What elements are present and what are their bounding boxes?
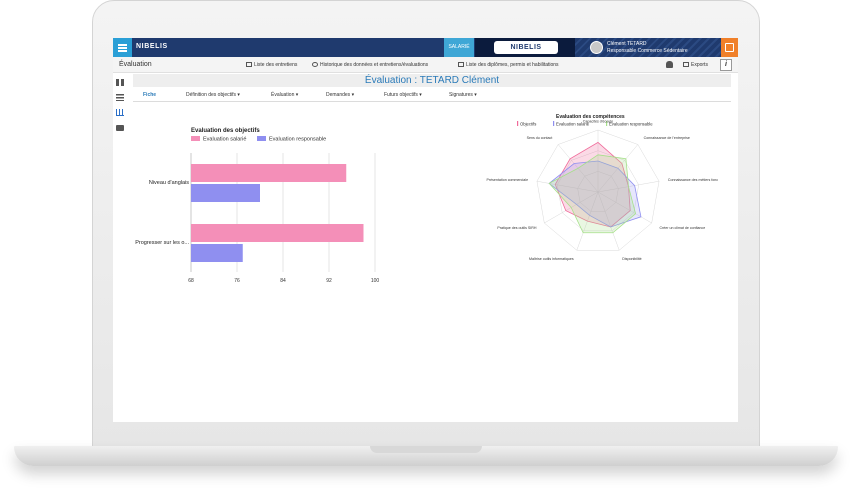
tab-signatures[interactable]: Signatures ▾ [449, 92, 477, 98]
radar-legend-swatch [606, 121, 608, 126]
role-tab[interactable]: SALARIÉ [444, 38, 474, 57]
link-diplomes[interactable]: Liste des diplômes, permis et habilitati… [458, 62, 559, 68]
x-tick-label: 84 [280, 278, 286, 284]
laptop-notch [370, 446, 482, 453]
menu-icon [683, 62, 689, 67]
app-logo[interactable]: NIBELIS [136, 43, 168, 50]
radar-chart: Evaluation des compétences Objectifs Evalu… [487, 114, 719, 261]
radar-axis-label: Connaissance de l'entreprise [644, 136, 690, 140]
app-screen: NIBELIS SALARIÉ NIBELIS Clément TETARD R… [113, 38, 738, 422]
link-liste-entretiens[interactable]: Liste des entretiens [246, 62, 297, 68]
radar-axis-label: Sens du contact [527, 136, 553, 140]
radar-axis-line [536, 180, 599, 193]
x-tick-label: 76 [234, 278, 240, 284]
search-icon [312, 62, 318, 67]
exports-button[interactable]: Exports [683, 62, 708, 68]
tab-fiche[interactable]: Fiche [143, 92, 157, 98]
page-label: Évaluation [119, 61, 152, 68]
radar-title: Evaluation des compétences [556, 114, 625, 120]
bar-responsable [191, 184, 260, 202]
menu-line [118, 44, 127, 46]
radar-axis-label: Capacités d'écoute [583, 120, 613, 124]
center-logo: NIBELIS [494, 41, 558, 54]
x-tick-label: 92 [326, 278, 332, 284]
radar-grid-ring [557, 150, 639, 232]
radar-legend-label: Objectifs [520, 122, 536, 127]
radar-legend-label: Evaluation salarié [556, 122, 590, 127]
radar-axis-label: Pratique des outils SIRH [497, 226, 537, 230]
tab-divider [133, 101, 731, 102]
radar-axis-label: Présentation commerciale [487, 178, 529, 182]
radar-axis-label: Créer un climat de confiance [659, 226, 705, 230]
user-name: Clément TETARD [607, 41, 647, 47]
page-title: Évaluation : TETARD Clément [364, 75, 500, 86]
radar-axis-line [597, 191, 652, 224]
center-logo-area: NIBELIS [475, 38, 575, 57]
secondary-toolbar: Évaluation Liste des entretiens Historiq… [113, 57, 738, 73]
x-tick-label: 68 [188, 278, 194, 284]
radar-series-responsable [548, 154, 637, 234]
bar-chart-title: Evaluation des objectifs [191, 128, 260, 134]
radar-axis-line [597, 191, 620, 251]
tab-futurs-objectifs[interactable]: Futurs objectifs ▾ [384, 92, 422, 98]
bar-salarie [191, 164, 347, 182]
radar-legend-swatch [553, 121, 555, 126]
exports-label: Exports [691, 62, 708, 68]
bar-chart: 68 76 84 92 100 Niveau d'anglais Progresser su… [135, 153, 380, 284]
title-strip: Évaluation : TETARD Clément [133, 74, 731, 87]
category-label: Niveau d'anglais [149, 180, 189, 186]
legend-responsable[interactable]: Evaluation responsable [257, 136, 326, 143]
hamburger-menu-button[interactable] [113, 38, 132, 57]
info-button[interactable]: i [720, 59, 732, 71]
legend-label: Evaluation responsable [269, 136, 327, 143]
user-card-button[interactable] [721, 38, 738, 57]
radar-axis-label: Connaissance des métiers fonc [668, 178, 718, 182]
avatar [590, 41, 603, 54]
legend-swatch [191, 136, 200, 141]
radar-axis-label: Disponibilité [622, 257, 641, 261]
link-label: Liste des diplômes, permis et habilitati… [466, 62, 559, 68]
user-role: Responsable Commerce Sédentaire [607, 48, 688, 54]
list-icon [246, 62, 252, 67]
list-icon [458, 62, 464, 67]
menu-line [118, 47, 127, 49]
radar-legend-label: Evaluation responsable [609, 122, 653, 127]
radar-axis-label: Maîtrise outils informatiques [529, 257, 574, 261]
link-label: Liste des entretiens [254, 62, 298, 68]
notification-icon[interactable] [666, 61, 673, 68]
category-label: Progresser sur les o... [135, 240, 189, 246]
id-card-icon [725, 43, 734, 52]
top-navbar: NIBELIS SALARIÉ NIBELIS Clément TETARD R… [113, 38, 738, 57]
tab-evaluation[interactable]: Évaluation ▾ [271, 92, 299, 98]
radar-grid-ring [536, 129, 660, 251]
user-profile[interactable]: Clément TETARD Responsable Commerce Séde… [575, 38, 721, 57]
bar-chart-icon[interactable] [116, 109, 124, 116]
x-tick-label: 100 [371, 278, 380, 284]
legend-salarie[interactable]: Evaluation salarié [191, 136, 246, 143]
legend-swatch [257, 136, 266, 141]
tab-demandes[interactable]: Demandes ▾ [326, 92, 355, 98]
list-icon[interactable] [116, 94, 124, 101]
left-rail [113, 73, 127, 422]
menu-line [118, 50, 127, 52]
tab-definition-objectifs[interactable]: Définition des objectifs ▾ [186, 92, 240, 98]
folder-icon[interactable] [116, 125, 124, 131]
link-historique[interactable]: Historique des données et entretiens/éva… [312, 62, 428, 68]
radar-grid-ring [577, 171, 619, 212]
radar-series-salarie [548, 160, 642, 228]
laptop-base [14, 446, 838, 466]
bar-responsable [191, 244, 243, 262]
legend-label: Evaluation salarié [203, 136, 247, 143]
radar-legend-swatch [517, 121, 519, 126]
bar-salarie [191, 224, 364, 242]
dashboard-icon[interactable] [116, 79, 124, 86]
link-label: Historique des données et entretiens/éva… [320, 62, 429, 68]
